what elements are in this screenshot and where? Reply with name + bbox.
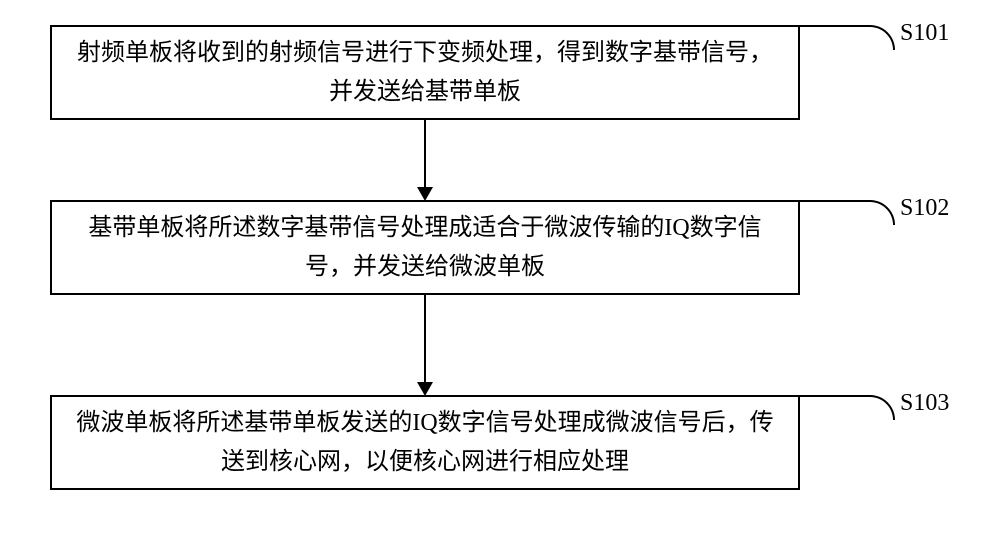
connector-2 [800,200,895,225]
step-box-1: 射频单板将收到的射频信号进行下变频处理，得到数字基带信号，并发送给基带单板 [50,25,800,120]
connector-3 [800,395,895,420]
step-label-3: S103 [900,390,949,417]
arrow-head-2 [417,382,433,396]
step-label-2: S102 [900,195,949,222]
flowchart-container: 射频单板将收到的射频信号进行下变频处理，得到数字基带信号，并发送给基带单板 S1… [0,0,1000,549]
step-text-3: 微波单板将所述基带单板发送的IQ数字信号处理成微波信号后，传送到核心网，以便核心… [72,404,778,481]
arrow-line-2 [424,295,426,382]
step-text-2: 基带单板将所述数字基带信号处理成适合于微波传输的IQ数字信号，并发送给微波单板 [72,209,778,286]
step-box-3: 微波单板将所述基带单板发送的IQ数字信号处理成微波信号后，传送到核心网，以便核心… [50,395,800,490]
step-text-1: 射频单板将收到的射频信号进行下变频处理，得到数字基带信号，并发送给基带单板 [72,34,778,111]
arrow-line-1 [424,120,426,187]
connector-1 [800,25,895,50]
step-box-2: 基带单板将所述数字基带信号处理成适合于微波传输的IQ数字信号，并发送给微波单板 [50,200,800,295]
arrow-head-1 [417,187,433,201]
step-label-1: S101 [900,20,949,47]
